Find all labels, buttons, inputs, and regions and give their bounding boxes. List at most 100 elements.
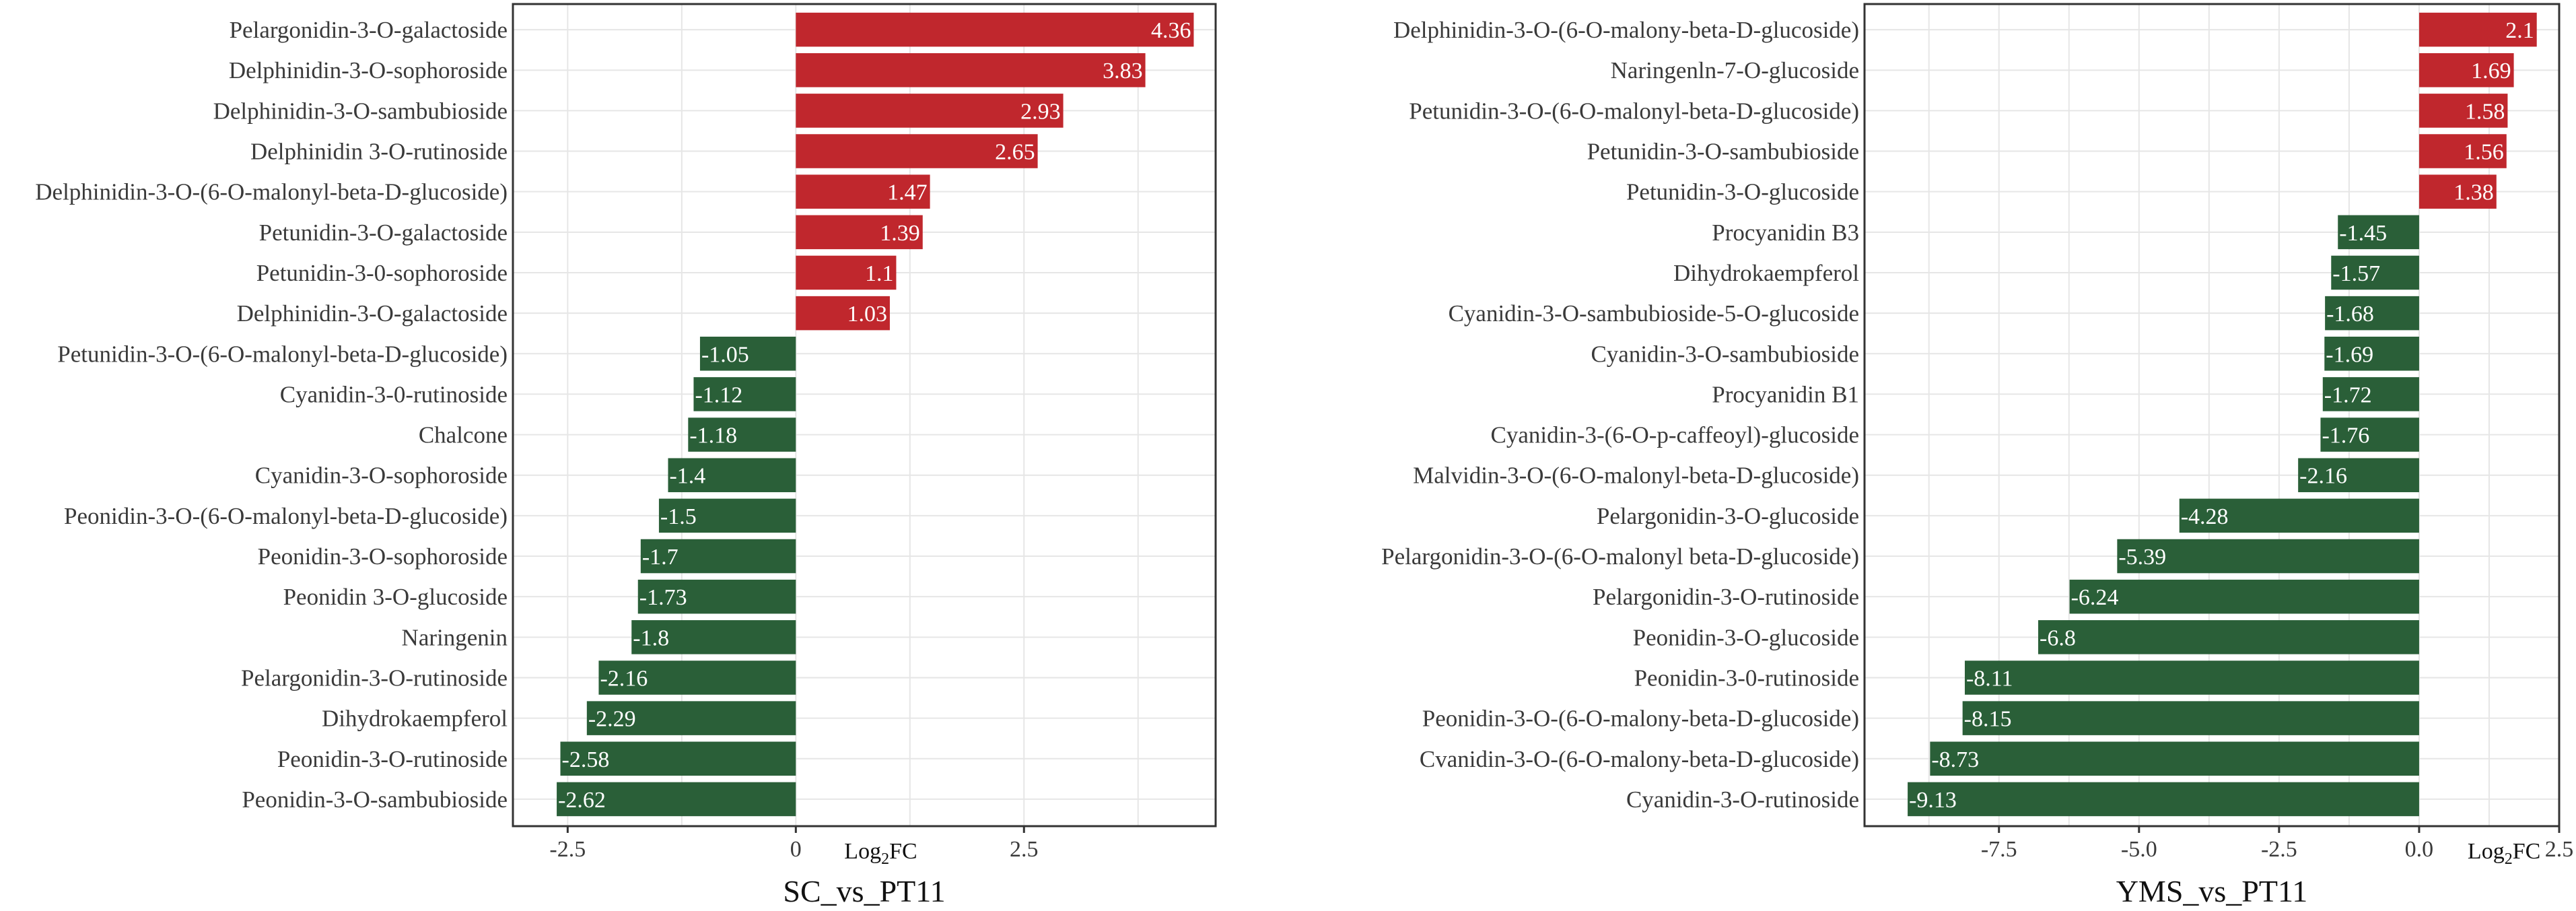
bar-value-label: 1.56: [2464, 140, 2504, 165]
category-label: Peonidin-3-O-sambubioside: [242, 786, 508, 813]
bar-value-label: 1.39: [880, 221, 920, 246]
bar-1-7: [2325, 296, 2419, 331]
panel-yms-vs-pt11: 2.1 Delphinidin-3-O-(6-O-malony-beta-D-gl…: [1381, 3, 2574, 908]
bar-0-4: [796, 174, 930, 209]
bar-0-2: [796, 94, 1064, 128]
x-axis-label: Log2FC: [844, 839, 917, 868]
bar-0-15: [631, 620, 796, 654]
bar-0-1: [796, 53, 1146, 88]
category-label: Cvanidin-3-O-(6-O-malony-beta-D-glucosid…: [1420, 746, 1859, 772]
category-label: Procyanidin B3: [1712, 220, 1859, 246]
bar-value-label: 2.65: [995, 140, 1035, 165]
category-label: Naringenln-7-O-glucoside: [1611, 57, 1859, 83]
x-axis-label-subscript: 2: [881, 850, 889, 868]
bar-value-label: 2.1: [2505, 18, 2534, 43]
bar-1-8: [2324, 337, 2419, 371]
bar-1-12: [2179, 498, 2419, 533]
bar-value-label: -2.16: [600, 666, 648, 691]
bar-value-label: 3.83: [1103, 59, 1143, 83]
bar-value-label: -1.68: [2326, 302, 2374, 327]
category-label: Cyanidin-3-0-rutinoside: [280, 381, 508, 407]
category-label: Peonidin-3-O-(6-O-malonyl-beta-D-glucosi…: [64, 503, 508, 529]
bar-value-label: -1.8: [633, 626, 669, 650]
category-label: Peonidin-3-O-rutinoside: [277, 746, 508, 772]
bar-value-label: -1.7: [642, 545, 678, 570]
category-label: Dihydrokaempferol: [1673, 260, 1859, 286]
bar-1-9: [2322, 377, 2419, 411]
category-label: Petunidin-3-O-(6-O-malonyl-beta-D-glucos…: [1409, 98, 1859, 124]
category-label: Pelargonidin-3-O-rutinoside: [1593, 584, 1859, 610]
category-label: Delphinidin-3-O-(6-O-malonyl-beta-D-gluc…: [35, 179, 508, 205]
bar-0-17: [586, 701, 796, 735]
bar-0-16: [598, 661, 796, 695]
x-tick-label: -2.5: [549, 837, 586, 862]
bar-1-6: [2331, 255, 2419, 290]
category-label: Procyanidin B1: [1712, 381, 1859, 407]
bar-value-label: -1.4: [669, 464, 705, 489]
panel-sc-vs-pt11: 4.36 Pelargonidin-3-O-galactoside 3.83 Delp…: [35, 3, 1217, 908]
x-tick-label: 2.5: [1010, 837, 1039, 862]
bar-0-12: [658, 498, 796, 533]
bar-value-label: -9.13: [1909, 788, 1957, 813]
bar-1-5: [2338, 215, 2419, 250]
x-tick-label: -7.5: [1981, 837, 2017, 862]
bar-value-label: -4.28: [2181, 504, 2229, 529]
bar-1-17: [1962, 701, 2419, 735]
bar-0-11: [668, 458, 796, 492]
x-axis-label-end: FC: [2513, 839, 2541, 864]
category-label: Pelargonidin-3-O-galactoside: [230, 17, 508, 43]
x-axis-label-main: Log: [844, 839, 881, 864]
bar-1-3: [2418, 134, 2507, 168]
category-label: Peonidin-3-O-glucoside: [1633, 624, 1859, 650]
bar-value-label: -2.58: [562, 747, 610, 772]
category-label: Peonidin-3-O-sophoroside: [258, 543, 508, 570]
bar-value-label: -8.11: [1966, 666, 2013, 691]
bar-1-0: [2418, 12, 2537, 47]
bar-value-label: -1.57: [2332, 261, 2380, 286]
category-label: Chalcone: [419, 422, 508, 448]
bar-value-label: -1.12: [695, 382, 742, 407]
category-label: Delphinidin-3-O-(6-O-malony-beta-D-gluco…: [1393, 17, 1859, 43]
category-label: Cyanidin-3-O-sambubioside: [1591, 341, 1859, 367]
plot-frame: [512, 3, 1217, 828]
bar-value-label: -2.62: [558, 788, 606, 813]
bar-1-16: [1964, 661, 2419, 695]
x-tick-label: -5.0: [2121, 837, 2157, 862]
bar-1-1: [2418, 53, 2514, 88]
bar-value-label: 1.47: [887, 180, 928, 205]
bar-value-label: -1.73: [639, 585, 687, 610]
bar-1-19: [1908, 782, 2419, 817]
bar-0-3: [796, 134, 1038, 168]
bar-0-6: [796, 255, 897, 290]
x-tick-label: 2.5: [2545, 837, 2574, 862]
bar-value-label: -1.18: [689, 424, 737, 448]
category-label: Dihydrokaempferol: [322, 706, 508, 732]
bar-value-label: -1.5: [660, 504, 697, 529]
bar-1-4: [2418, 174, 2497, 209]
category-label: Pelargonidin-3-O-(6-O-malonyl beta-D-glu…: [1381, 543, 1859, 570]
bar-value-label: -1.76: [2322, 424, 2369, 448]
bar-0-18: [560, 741, 796, 776]
bar-0-7: [796, 296, 890, 331]
x-axis-label-main: Log: [2468, 839, 2505, 864]
category-label: Delphinidin 3-O-rutinoside: [250, 139, 508, 165]
category-label: Cyanidin-3-O-sambubioside-5-O-glucoside: [1449, 300, 1859, 327]
category-label: Cyanidin-3-(6-O-p-caffeoyl)-glucoside: [1491, 422, 1860, 448]
bar-value-label: 1.58: [2465, 99, 2505, 124]
category-label: Cyanidin-3-O-rutinoside: [1626, 786, 1859, 813]
bar-1-18: [1930, 741, 2419, 776]
x-axis-label-subscript: 2: [2505, 850, 2513, 868]
bar-value-label: -6.24: [2071, 585, 2119, 610]
x-tick-label: -2.5: [2261, 837, 2297, 862]
x-tick-label: 0: [790, 837, 802, 862]
bar-0-19: [557, 782, 796, 817]
x-tick-label: 0.0: [2405, 837, 2434, 862]
panel-title: YMS_vs_PT11: [2116, 874, 2308, 908]
category-label: Cyanidin-3-O-sophoroside: [255, 463, 508, 489]
bar-1-10: [2320, 417, 2419, 452]
bar-0-5: [796, 215, 923, 250]
category-label: Pelargonidin-3-O-glucoside: [1597, 503, 1859, 529]
bar-value-label: 1.69: [2471, 59, 2511, 83]
category-label: Peonidin-3-0-rutinoside: [1634, 665, 1859, 691]
